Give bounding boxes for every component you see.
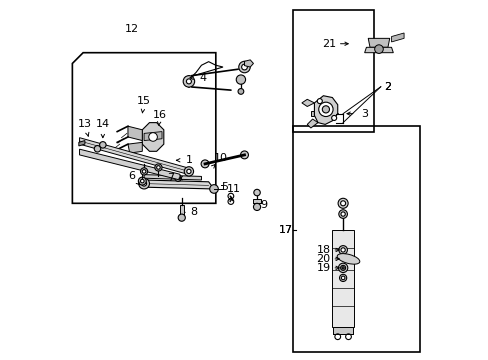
Circle shape (241, 64, 247, 70)
Circle shape (184, 167, 193, 176)
Text: 5: 5 (221, 182, 228, 192)
Text: 13: 13 (78, 120, 92, 129)
Circle shape (186, 79, 191, 84)
Circle shape (341, 276, 344, 280)
Polygon shape (144, 175, 201, 180)
Text: 12: 12 (124, 24, 138, 35)
Polygon shape (244, 60, 253, 67)
Polygon shape (252, 199, 261, 203)
Circle shape (338, 246, 346, 254)
Polygon shape (80, 138, 188, 175)
Text: 10: 10 (214, 153, 228, 163)
Circle shape (148, 133, 157, 141)
Text: 18: 18 (316, 245, 330, 255)
Circle shape (341, 267, 344, 269)
Text: 11: 11 (226, 184, 240, 194)
Bar (292, 126, 419, 352)
Circle shape (100, 141, 106, 148)
Text: 15: 15 (137, 96, 151, 106)
Text: 17: 17 (278, 225, 292, 235)
Circle shape (236, 75, 245, 84)
Polygon shape (301, 99, 314, 107)
Circle shape (155, 164, 162, 171)
Circle shape (140, 179, 144, 183)
Circle shape (340, 265, 345, 270)
Polygon shape (391, 33, 403, 42)
Circle shape (344, 255, 351, 262)
Text: 2: 2 (384, 82, 391, 92)
Circle shape (238, 61, 250, 73)
Circle shape (176, 177, 179, 180)
Text: 21: 21 (321, 39, 335, 49)
Bar (292, 10, 373, 132)
Polygon shape (80, 149, 180, 180)
Circle shape (238, 89, 244, 94)
Circle shape (201, 160, 208, 168)
Polygon shape (144, 180, 214, 189)
Text: 20: 20 (316, 254, 330, 264)
Circle shape (139, 178, 149, 189)
Circle shape (339, 274, 346, 282)
Circle shape (156, 166, 160, 169)
Text: 6: 6 (128, 171, 135, 181)
Circle shape (322, 106, 329, 113)
Text: 14: 14 (96, 120, 110, 129)
Polygon shape (144, 132, 162, 140)
Circle shape (374, 45, 383, 53)
Text: 16: 16 (153, 111, 167, 121)
Circle shape (140, 168, 147, 175)
Text: 1: 1 (185, 155, 192, 165)
Circle shape (240, 151, 248, 159)
Circle shape (338, 210, 346, 219)
Circle shape (337, 198, 347, 208)
Circle shape (175, 175, 181, 181)
Polygon shape (306, 119, 317, 128)
Text: 7: 7 (167, 173, 174, 183)
Circle shape (340, 201, 345, 206)
Ellipse shape (337, 253, 359, 264)
Polygon shape (364, 47, 392, 53)
Text: 17: 17 (278, 225, 292, 235)
Circle shape (209, 185, 218, 193)
Polygon shape (128, 142, 142, 153)
Circle shape (340, 212, 345, 216)
Circle shape (338, 263, 347, 273)
Polygon shape (332, 230, 353, 327)
Polygon shape (142, 123, 163, 151)
Circle shape (253, 203, 260, 211)
Circle shape (183, 76, 194, 87)
Circle shape (138, 177, 146, 185)
Text: 8: 8 (190, 207, 198, 217)
Polygon shape (310, 111, 314, 116)
Polygon shape (314, 96, 337, 125)
Text: 19: 19 (316, 263, 330, 273)
Circle shape (186, 169, 191, 174)
Circle shape (253, 189, 260, 196)
Circle shape (317, 99, 322, 104)
Polygon shape (367, 39, 389, 47)
Polygon shape (332, 327, 352, 334)
Polygon shape (179, 205, 183, 216)
Text: 4: 4 (199, 73, 206, 83)
Text: 2: 2 (384, 82, 391, 92)
Circle shape (142, 170, 145, 173)
Circle shape (345, 334, 351, 339)
Text: 9: 9 (260, 200, 267, 210)
Text: 3: 3 (361, 109, 367, 119)
Circle shape (142, 181, 146, 186)
Circle shape (334, 334, 340, 339)
Circle shape (331, 116, 336, 121)
Circle shape (94, 145, 101, 152)
Polygon shape (79, 140, 85, 146)
Circle shape (178, 214, 185, 221)
Circle shape (340, 248, 345, 252)
Circle shape (318, 102, 332, 117)
Polygon shape (128, 126, 142, 140)
